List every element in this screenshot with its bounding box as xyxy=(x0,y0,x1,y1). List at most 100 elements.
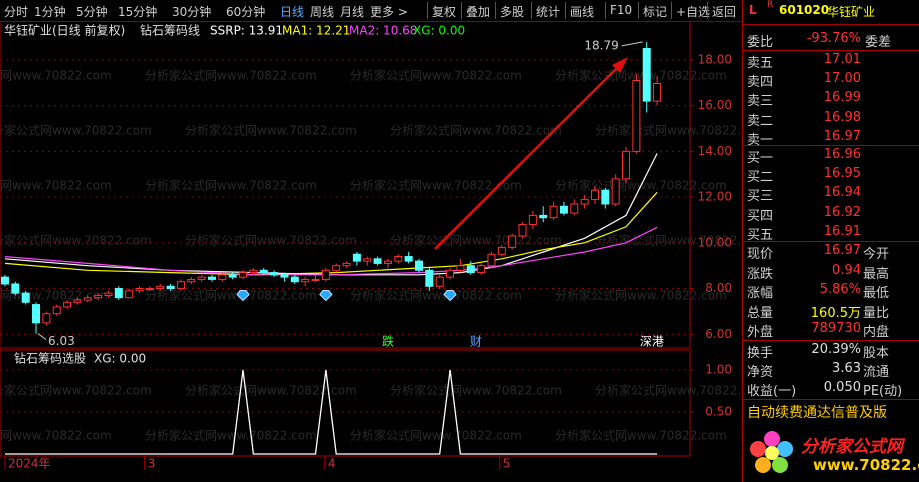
tab[interactable]: 5分钟 xyxy=(76,5,108,19)
watermark: 分析家公式网www.70822.com xyxy=(350,288,522,303)
separator xyxy=(707,2,708,19)
event-label: 跌 xyxy=(382,334,394,349)
flag: R xyxy=(767,0,774,10)
candle-body xyxy=(311,278,320,281)
row-line xyxy=(743,399,919,400)
legend-value: SSRP: 13.91 xyxy=(210,24,283,38)
y-tick-label: 6.00 xyxy=(705,327,732,341)
quote-cell: 17.01 xyxy=(823,52,861,67)
candle-body xyxy=(187,278,196,283)
quote-cell: 卖一 xyxy=(747,132,774,148)
candle-body xyxy=(487,253,496,267)
quote-cell: 最低 xyxy=(863,286,890,301)
candle-body xyxy=(642,48,651,102)
watermark: 分析家公式网www.70822.com xyxy=(145,428,317,443)
x-tick-label: 5 xyxy=(503,457,511,471)
tab[interactable]: 60分钟 xyxy=(226,5,266,19)
x-tick-label: 3 xyxy=(148,457,156,471)
tool-button[interactable]: 复权 xyxy=(432,5,457,19)
tool-button[interactable]: 叠加 xyxy=(466,5,491,19)
petals xyxy=(750,431,793,473)
tool-button[interactable]: 多股 xyxy=(500,5,525,19)
candle-body xyxy=(653,82,662,102)
y-tick-label: 12.00 xyxy=(698,190,732,204)
candle-body xyxy=(32,304,41,324)
quote-cell: 卖四 xyxy=(747,75,774,91)
panel-frame xyxy=(0,21,691,349)
quote-cell: 换手 xyxy=(747,346,774,361)
watermark: 分析家公式网www.70822.com xyxy=(595,383,742,398)
row-line xyxy=(743,24,919,25)
watermark: 分析家公式网www.70822.com xyxy=(390,233,562,248)
candle-body xyxy=(270,272,279,276)
tool-button[interactable]: F10 xyxy=(610,3,633,17)
tab[interactable]: 30分钟 xyxy=(172,5,212,19)
candle-body xyxy=(373,258,382,264)
candle-body xyxy=(539,214,548,219)
quote-cell: 买五 xyxy=(747,227,774,243)
watermark: 分析家公式网www.70822.com xyxy=(350,68,522,83)
quote-cell: 买二 xyxy=(747,170,774,186)
quote-cell: 0.94 xyxy=(832,262,861,278)
tab[interactable]: 周线 xyxy=(310,5,335,19)
candle-body xyxy=(570,203,579,214)
quote-cell: 委差 xyxy=(865,35,892,50)
signal-diamond xyxy=(319,290,333,302)
legend-value: XG: 0.00 xyxy=(94,352,146,366)
candle-body xyxy=(104,292,113,296)
watermark: 分析家公式网www.70822.com xyxy=(185,383,357,398)
separator xyxy=(605,2,606,19)
candle-body xyxy=(42,313,51,324)
candle-body xyxy=(497,246,506,255)
tool-button[interactable]: 返回 xyxy=(712,5,737,19)
row-line xyxy=(743,50,919,51)
y-tick-label: 1.00 xyxy=(705,362,732,376)
signal-diamond xyxy=(443,290,457,302)
tool-button[interactable]: 标记 xyxy=(643,5,668,19)
candle-body xyxy=(301,278,310,283)
row-line xyxy=(743,145,919,146)
tab[interactable]: 日线 xyxy=(280,5,305,19)
logo-url: www.70822.com xyxy=(813,456,919,474)
logo: 分析家公式网 xyxy=(801,437,903,457)
watermark: 分析家公式网www.70822.com xyxy=(0,123,152,138)
tool-button[interactable]: 画线 xyxy=(570,5,595,19)
candle-body xyxy=(207,276,216,280)
candle-body xyxy=(21,292,30,303)
quote-cell: 股本 xyxy=(863,346,890,361)
separator xyxy=(427,2,428,19)
annotation-leader xyxy=(37,333,47,340)
quote-cell: 量比 xyxy=(863,305,890,321)
tab[interactable]: 1分钟 xyxy=(34,5,66,19)
tab[interactable]: 更多 > xyxy=(370,5,408,19)
watermark: 分析家公式网www.70822.com xyxy=(390,383,562,398)
tool-button[interactable]: 统计 xyxy=(536,5,561,19)
watermark: 分析家公式网www.70822.com xyxy=(0,428,112,443)
candle-body xyxy=(383,260,392,264)
quote-panel: L R 601020 华钰矿业 委比 -93.76% 委差 卖五 17.01 卖四 17.00 卖三 1… xyxy=(743,0,919,482)
tab[interactable]: 分时 xyxy=(4,5,29,19)
separator xyxy=(638,2,639,19)
quote-cell: 卖三 xyxy=(747,94,774,110)
quote-cell: 0.050 xyxy=(823,380,861,395)
candle-body xyxy=(601,189,610,205)
watermark: 分析家公式网www.70822.com xyxy=(0,178,112,193)
separator xyxy=(495,2,496,19)
quote-cell: 买一 xyxy=(747,151,774,166)
candle-body xyxy=(363,258,372,262)
watermark: 分析家公式网www.70822.com xyxy=(185,233,357,248)
watermark: 分析家公式网www.70822.com xyxy=(0,233,152,248)
promo[interactable]: 自动续费通达信普及版 xyxy=(747,405,887,421)
quote-cell: 16.98 xyxy=(823,109,861,125)
y-tick-label: 14.00 xyxy=(698,144,732,158)
quote-cell: 17.00 xyxy=(823,71,861,87)
candle-body xyxy=(218,274,227,280)
tab[interactable]: 15分钟 xyxy=(118,5,158,19)
tab[interactable]: 月线 xyxy=(340,5,365,19)
watermark: 分析家公式网www.70822.com xyxy=(595,233,742,248)
quote-cell: 涨幅 xyxy=(747,286,774,301)
candle-body xyxy=(83,297,92,301)
tool-button[interactable]: +自选 xyxy=(676,5,711,19)
candle-body xyxy=(446,269,455,278)
quote-cell: 委比 xyxy=(747,35,774,50)
